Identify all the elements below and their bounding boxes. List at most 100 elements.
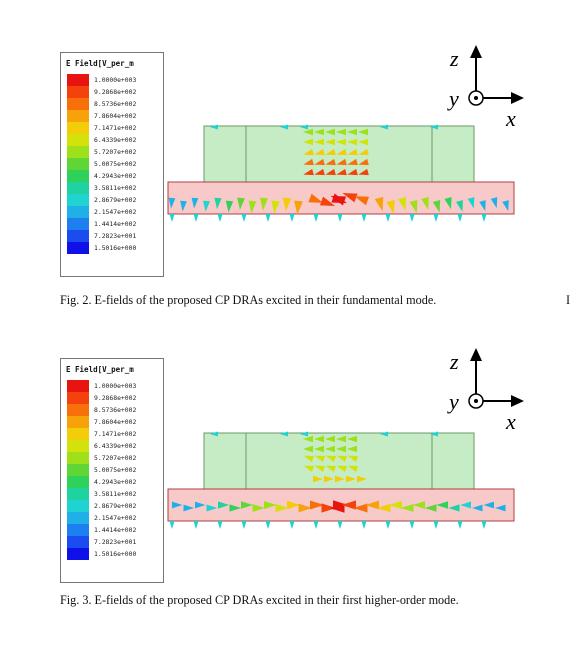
field-arrow [397, 196, 407, 211]
field-arrow [472, 504, 483, 512]
field-arrow [336, 138, 346, 146]
z-axis-arrowhead [470, 348, 482, 361]
legend-value: 5.7207e+002 [94, 454, 137, 462]
field-arrow [325, 148, 336, 156]
field-arrow [412, 501, 425, 509]
field-arrow [336, 168, 347, 176]
field-arrow [400, 503, 414, 513]
field-arrow [444, 197, 452, 210]
field-arrow [385, 521, 391, 529]
field-arrow [409, 214, 415, 222]
z-axis-label: z [449, 349, 459, 374]
x-axis-arrowhead [511, 92, 524, 104]
field-arrow [490, 197, 498, 209]
field-arrow [385, 214, 391, 222]
field-arrow [314, 465, 326, 473]
field-arrow [357, 475, 367, 483]
legend-title: E Field[V_per_m [66, 365, 134, 374]
field-arrow [324, 475, 334, 483]
field-arrow [218, 501, 230, 509]
field-arrow [365, 500, 379, 510]
legend-swatch [67, 242, 89, 254]
field-arrow [336, 465, 348, 473]
field-arrow [377, 503, 391, 513]
field-arrow [280, 124, 288, 130]
field-arrow [169, 214, 175, 222]
field-arrow [432, 200, 441, 213]
field-arrow [303, 455, 315, 463]
legend-swatch [67, 170, 89, 182]
coordinate-axes: z y x [447, 348, 524, 434]
field-arrow [386, 199, 395, 214]
legend-swatch [67, 428, 89, 440]
z-axis-label: z [449, 46, 459, 71]
field-arrow [319, 196, 336, 206]
field-arrow [214, 197, 222, 210]
field-arrow [361, 521, 367, 529]
field-arrow [430, 124, 438, 130]
efield-legend: E Field[V_per_m 1.0000e+003 9.2868e+002 8.… [60, 52, 164, 277]
legend-value: 2.1547e+002 [94, 208, 137, 216]
field-arrow [457, 214, 463, 222]
field-arrow [336, 148, 347, 156]
field-arrow [347, 435, 357, 443]
field-arrow [336, 445, 346, 453]
legend-value: 1.5016e+000 [94, 550, 137, 558]
field-arrow [308, 193, 324, 203]
legend-swatch [67, 206, 89, 218]
legend-value: 4.2943e+002 [94, 478, 137, 486]
field-arrow [354, 196, 370, 206]
y-axis-dot [474, 96, 478, 100]
field-arrow [347, 158, 358, 166]
field-arrow [335, 475, 345, 483]
field-arrow [495, 504, 506, 512]
field-arrow [193, 214, 199, 222]
x-axis-label: x [505, 409, 516, 434]
field-arrow [303, 148, 314, 156]
field-arrow [409, 199, 418, 214]
field-arrow [289, 521, 295, 529]
legend-value: 5.7207e+002 [94, 148, 137, 156]
legend-value: 7.2823e+001 [94, 232, 137, 240]
legend-swatch [67, 524, 89, 536]
field-arrow [303, 445, 313, 453]
field-arrow [481, 521, 487, 529]
field-arrow [313, 521, 319, 529]
y-axis-label: y [447, 389, 459, 414]
legend-swatch [67, 134, 89, 146]
field-arrow [289, 214, 295, 222]
x-axis-arrowhead [511, 395, 524, 407]
cut-off-text: I [566, 293, 571, 307]
field-arrow [180, 200, 187, 212]
field-arrow [294, 200, 303, 215]
field-arrow [303, 465, 315, 473]
legend-values: 1.0000e+003 9.2868e+002 8.5736e+002 7.8604e… [94, 380, 136, 560]
legend-value: 2.8679e+002 [94, 196, 137, 204]
legend-value: 7.1471e+002 [94, 124, 137, 132]
legend-value: 5.0075e+002 [94, 160, 137, 168]
legend-swatch [67, 416, 89, 428]
field-arrow [325, 435, 335, 443]
legend-value: 9.2868e+002 [94, 394, 137, 402]
legend-value: 5.0075e+002 [94, 466, 137, 474]
legend-values: 1.0000e+003 9.2868e+002 8.5736e+002 7.8604e… [94, 74, 136, 254]
legend-value: 7.1471e+002 [94, 430, 137, 438]
field-arrow [456, 200, 463, 212]
legend-value: 2.1547e+002 [94, 514, 137, 522]
field-arrow [479, 200, 486, 212]
field-arrow [448, 504, 460, 512]
field-arrow [206, 504, 218, 512]
field-arrow [347, 138, 357, 146]
field-arrow [358, 148, 369, 156]
coordinate-axes: z y x [447, 45, 524, 131]
field-arrows [168, 124, 509, 222]
field-arrow [321, 503, 336, 513]
field-arrow [353, 503, 368, 513]
field-arrow [374, 196, 384, 212]
legend-value: 4.2943e+002 [94, 172, 137, 180]
field-arrow [241, 501, 253, 509]
field-arrow [329, 503, 345, 513]
field-arrow [282, 197, 292, 212]
legend-value: 1.4414e+002 [94, 220, 137, 228]
legend-color-scale [67, 74, 89, 254]
